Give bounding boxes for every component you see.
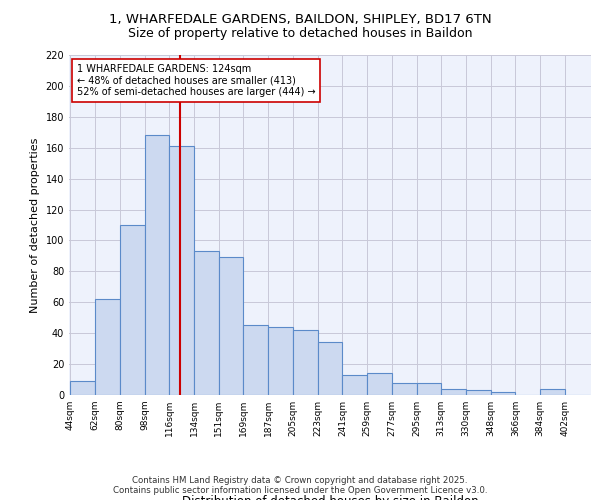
Bar (293, 330, 317, 395)
Text: 1, WHARFEDALE GARDENS, BAILDON, SHIPLEY, BD17 6TN: 1, WHARFEDALE GARDENS, BAILDON, SHIPLEY,… (109, 12, 491, 26)
Bar (120, 225, 145, 395)
Bar (219, 258, 244, 395)
Bar (244, 326, 268, 395)
Bar (491, 392, 515, 395)
Bar (70, 381, 95, 395)
Bar (367, 374, 392, 395)
Text: Size of property relative to detached houses in Baildon: Size of property relative to detached ho… (128, 28, 472, 40)
Y-axis label: Number of detached properties: Number of detached properties (30, 138, 40, 312)
Bar (95, 299, 120, 395)
Bar (317, 342, 343, 395)
Bar (145, 136, 169, 395)
Bar (416, 382, 441, 395)
Bar (540, 389, 565, 395)
Bar (343, 375, 367, 395)
Bar (441, 389, 466, 395)
Bar (268, 327, 293, 395)
Bar (466, 390, 491, 395)
Bar (194, 252, 219, 395)
Text: Contains HM Land Registry data © Crown copyright and database right 2025.
Contai: Contains HM Land Registry data © Crown c… (113, 476, 487, 495)
Bar (392, 382, 416, 395)
X-axis label: Distribution of detached houses by size in Baildon: Distribution of detached houses by size … (182, 494, 478, 500)
Text: 1 WHARFEDALE GARDENS: 124sqm
← 48% of detached houses are smaller (413)
52% of s: 1 WHARFEDALE GARDENS: 124sqm ← 48% of de… (77, 64, 316, 96)
Bar (169, 146, 194, 395)
